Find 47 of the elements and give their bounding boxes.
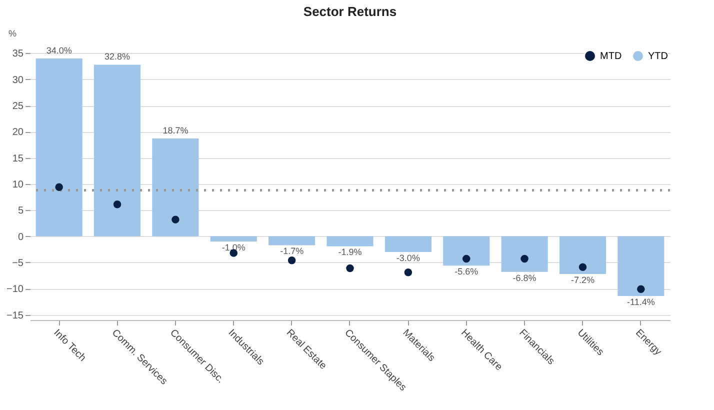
data-label: 32.8% (104, 52, 130, 62)
point (113, 200, 122, 208)
y-tick-label: 10 (12, 180, 24, 190)
y-tick-label: 5 (18, 206, 24, 217)
y-tick-label: −5 (12, 258, 24, 269)
y-tick-label: −10 (6, 284, 24, 296)
point (520, 254, 528, 263)
bar (559, 236, 606, 274)
bar (210, 236, 257, 242)
point (288, 256, 296, 264)
bar (326, 236, 374, 246)
y-tick-label: 35 (12, 48, 24, 60)
bar (443, 236, 490, 266)
bar (94, 64, 141, 236)
bar (152, 138, 199, 236)
y-tick-label: 30 (12, 74, 24, 86)
chart-title: Sector Returns (303, 4, 397, 19)
data-label: -1.9% (338, 247, 362, 258)
bar (618, 236, 664, 296)
y-tick-label: 20 (12, 127, 24, 138)
bar (268, 236, 316, 246)
legend-label: YTD (648, 51, 668, 62)
bar (501, 236, 548, 272)
y-axis-title: % (8, 28, 17, 38)
data-label: 18.7% (162, 125, 188, 136)
data-label: 34.0% (46, 45, 72, 56)
data-label: -6.8% (512, 272, 536, 283)
point (637, 285, 645, 294)
y-tick-label: 15 (12, 153, 24, 164)
point (462, 254, 470, 263)
point (172, 216, 180, 224)
data-label: -1.7% (280, 246, 304, 256)
point (55, 183, 63, 192)
point (346, 264, 354, 272)
data-label: -11.4% (626, 296, 655, 307)
y-tick-label: 25 (12, 101, 24, 112)
data-label: -3.0% (396, 253, 420, 263)
point (404, 268, 412, 276)
data-label: -1.0% (222, 242, 246, 253)
y-tick-label: −15 (6, 310, 24, 322)
data-label: -7.2% (570, 274, 594, 285)
point (578, 263, 587, 272)
bar (36, 58, 82, 236)
legend-label: MTD (600, 51, 622, 62)
data-label: -5.6% (454, 266, 478, 277)
y-tick-label: 0 (18, 232, 24, 243)
bar (384, 236, 432, 252)
